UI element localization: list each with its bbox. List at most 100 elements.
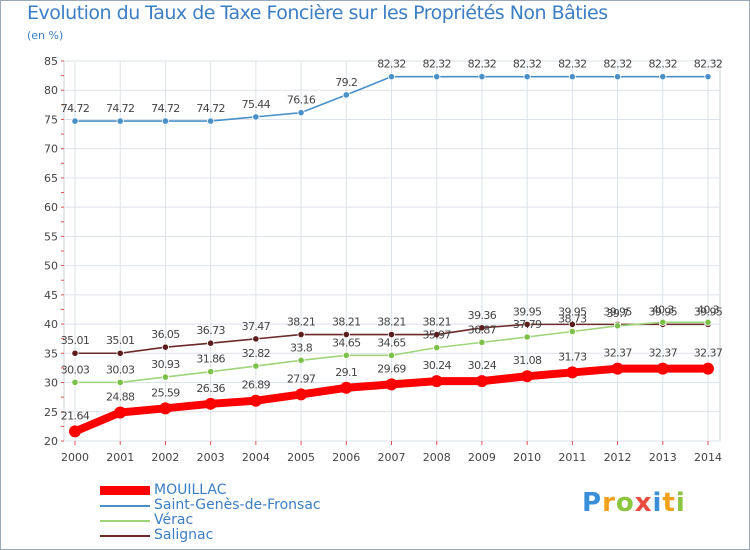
data-point <box>161 343 170 351</box>
x-tick-label: 2007 <box>378 451 406 464</box>
data-label: 30.24 <box>422 359 451 372</box>
y-tick-label: 45 <box>44 289 58 302</box>
data-label: 39.7 <box>607 307 630 320</box>
chart-subtitle: (en %) <box>27 29 64 42</box>
data-label: 39.36 <box>468 309 497 322</box>
x-tick-label: 2011 <box>558 451 586 464</box>
data-label: 35.01 <box>106 334 135 347</box>
data-label: 26.89 <box>242 379 271 392</box>
data-label: 74.72 <box>61 102 90 115</box>
data-point <box>385 378 398 391</box>
x-tick-label: 2003 <box>197 451 225 464</box>
legend-label-verac: Vérac <box>154 512 194 528</box>
legend-swatch-verac <box>100 520 150 522</box>
data-point <box>704 73 712 81</box>
data-point <box>340 381 353 394</box>
data-point <box>114 406 127 419</box>
data-label: 82.32 <box>603 58 632 71</box>
data-point <box>71 117 79 125</box>
data-point <box>566 366 579 379</box>
data-label: 82.32 <box>694 58 723 71</box>
data-point <box>433 344 441 352</box>
data-label: 38.21 <box>287 316 316 329</box>
data-point <box>295 388 308 401</box>
data-label: 31.73 <box>558 350 587 363</box>
logo-letter: o <box>615 488 635 518</box>
data-point <box>659 73 667 81</box>
data-label: 32.37 <box>694 347 723 360</box>
data-point <box>71 349 79 357</box>
data-point <box>702 362 714 375</box>
y-tick-label: 50 <box>44 260 58 273</box>
data-label: 39.95 <box>694 305 723 318</box>
x-tick-label: 2002 <box>151 451 179 464</box>
x-tick-label: 2010 <box>513 451 541 464</box>
data-label: 29.1 <box>335 366 357 379</box>
data-point <box>704 318 712 326</box>
data-point <box>161 117 170 125</box>
data-point <box>387 73 396 81</box>
data-label: 38.21 <box>377 316 406 329</box>
data-label: 37.79 <box>513 318 542 331</box>
data-point <box>71 378 79 386</box>
x-tick-label: 2006 <box>332 451 360 464</box>
data-label: 82.32 <box>377 58 406 71</box>
logo-letter: x <box>634 488 653 518</box>
y-tick-label: 75 <box>44 113 58 126</box>
x-tick-label: 2005 <box>287 451 315 464</box>
legend-swatch-saint-genes <box>100 505 150 507</box>
data-point <box>430 375 443 388</box>
data-point <box>523 320 531 328</box>
data-label: 26.36 <box>196 382 225 395</box>
data-point <box>523 333 531 341</box>
data-label: 30.93 <box>151 358 180 371</box>
logo-letter: P <box>582 488 603 518</box>
legend-item-verac: Vérac <box>100 512 380 529</box>
legend: MOUILLAC Saint-Genès-de-Fronsac Vérac Sa… <box>100 482 380 544</box>
data-label: 25.59 <box>151 386 180 399</box>
y-tick-label: 80 <box>44 84 58 97</box>
data-label: 30.24 <box>468 359 497 372</box>
data-point <box>613 73 622 81</box>
data-label: 38.73 <box>558 313 587 326</box>
data-label: 35.97 <box>422 329 451 342</box>
data-point <box>207 117 215 125</box>
data-label: 40.3 <box>697 303 720 316</box>
data-label: 30.03 <box>61 363 90 376</box>
data-label: 76.16 <box>287 94 316 107</box>
data-point <box>252 335 260 343</box>
y-tick-label: 85 <box>44 55 58 68</box>
data-label: 82.32 <box>558 58 587 71</box>
x-tick-label: 2009 <box>468 451 496 464</box>
data-label: 33.8 <box>290 341 313 354</box>
data-point <box>611 362 624 375</box>
data-point <box>297 356 305 364</box>
data-point <box>568 327 576 336</box>
data-point <box>297 109 305 117</box>
y-tick-label: 70 <box>44 143 58 156</box>
proxiti-logo: Proxiti <box>582 488 686 518</box>
x-tick-label: 2013 <box>649 451 677 464</box>
y-tick-label: 25 <box>44 406 58 419</box>
data-label: 82.32 <box>422 58 451 71</box>
x-tick-label: 2000 <box>61 451 89 464</box>
data-point <box>204 397 217 410</box>
x-tick-label: 2008 <box>423 451 451 464</box>
legend-label-mouillac: MOUILLAC <box>154 482 227 498</box>
logo-letter: i <box>652 488 663 518</box>
legend-label-saint-genes: Saint-Genès-de-Fronsac <box>154 497 321 513</box>
data-label: 29.69 <box>377 362 406 375</box>
y-tick-label: 55 <box>44 230 58 243</box>
data-label: 34.65 <box>332 336 361 349</box>
logo-letter: t <box>662 488 676 518</box>
data-point <box>656 362 669 375</box>
data-point <box>116 117 124 125</box>
data-point <box>433 73 441 81</box>
data-point <box>207 339 215 347</box>
data-label: 21.64 <box>61 409 90 422</box>
data-point <box>342 330 350 339</box>
data-label: 32.82 <box>242 347 271 360</box>
data-label: 30.03 <box>106 363 135 376</box>
data-point <box>161 373 170 381</box>
